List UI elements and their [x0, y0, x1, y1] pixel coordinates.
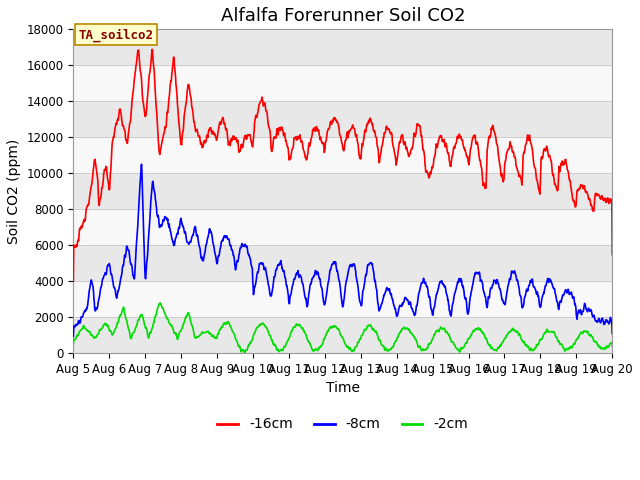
Bar [74, 173, 612, 209]
Legend: -16cm, -8cm, -2cm: -16cm, -8cm, -2cm [212, 412, 474, 437]
Bar [74, 65, 612, 101]
Bar [74, 281, 612, 317]
X-axis label: Time: Time [326, 381, 360, 396]
Bar [74, 29, 612, 65]
Bar [74, 245, 612, 281]
Title: Alfalfa Forerunner Soil CO2: Alfalfa Forerunner Soil CO2 [221, 7, 465, 25]
Bar [74, 101, 612, 137]
Bar [74, 317, 612, 353]
Text: TA_soilco2: TA_soilco2 [79, 28, 154, 42]
Y-axis label: Soil CO2 (ppm): Soil CO2 (ppm) [7, 139, 21, 244]
Bar [74, 137, 612, 173]
Bar [74, 209, 612, 245]
